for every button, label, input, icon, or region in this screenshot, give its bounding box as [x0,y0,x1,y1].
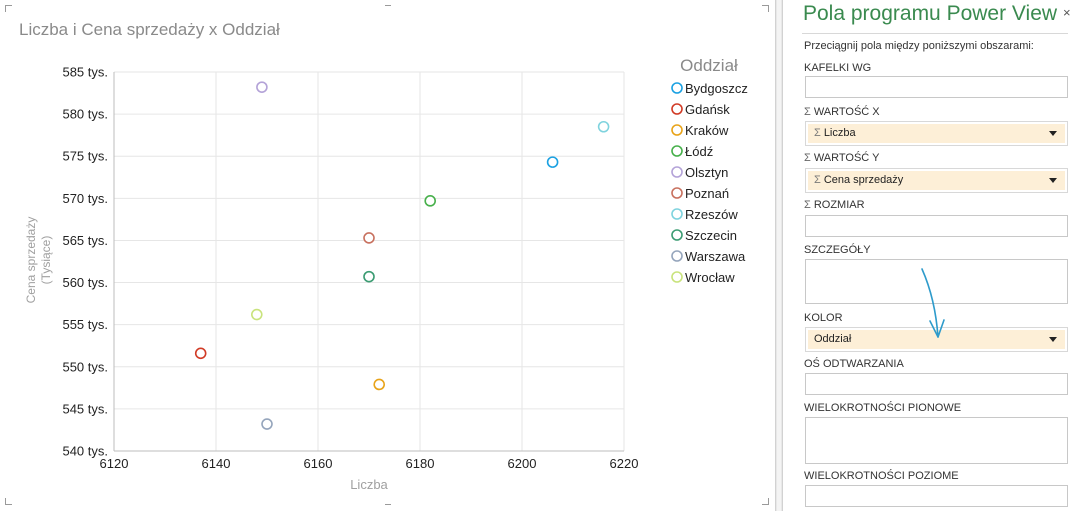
chevron-down-icon[interactable] [1049,337,1057,342]
tiles-by-label: KAFELKI WG [804,62,871,74]
legend-title: Oddział [680,56,738,75]
legend-marker [672,83,682,93]
horizontal-multiples-dropzone[interactable] [805,485,1068,507]
color-label: KOLOR [804,312,843,324]
details-label: SZCZEGÓŁY [804,244,871,256]
data-point[interactable] [374,379,384,389]
legend-marker [672,167,682,177]
data-point[interactable] [425,196,435,206]
data-point[interactable] [257,82,267,92]
close-icon[interactable]: × [1063,5,1071,20]
legend-item[interactable]: Wrocław [685,270,735,285]
y-value-label: Σ WARTOŚĆ Y [804,152,879,164]
power-view-fields-panel: Pola programu Power View × Przeciągnij p… [788,0,1075,511]
data-point[interactable] [364,233,374,243]
y-tick-label: 585 tys. [62,65,108,80]
vertical-multiples-label: WIELOKROTNOŚCI PIONOWE [804,402,961,414]
legend-marker [672,104,682,114]
play-axis-dropzone[interactable] [805,373,1068,395]
y-axis-label-unit: (Tysiące) [39,236,53,285]
y-tick-label: 545 tys. [62,401,108,416]
data-point[interactable] [262,419,272,429]
legend-item[interactable]: Rzeszów [685,207,738,222]
legend-item[interactable]: Łódź [685,144,713,159]
sigma-icon: Σ [804,106,811,118]
legend-item[interactable]: Kraków [685,123,729,138]
y-tick-label: 565 tys. [62,233,108,248]
data-point[interactable] [548,157,558,167]
legend-item[interactable]: Warszawa [685,249,746,264]
x-axis-label: Liczba [350,477,388,492]
legend-marker [672,125,682,135]
panel-title-divider [802,33,1068,34]
data-point[interactable] [196,348,206,358]
y-value-dropzone[interactable]: Σ Cena sprzedaży [805,168,1068,193]
chart-points [196,82,609,429]
x-tick-label: 6140 [202,456,231,471]
y-tick-label: 570 tys. [62,191,108,206]
legend-marker [672,188,682,198]
chart-canvas[interactable]: Liczba i Cena sprzedaży x Oddział 6120 61… [0,0,775,511]
chart-title: Liczba i Cena sprzedaży x Oddział [19,20,280,39]
y-axis-label: Cena sprzedaży [24,217,38,304]
legend-item[interactable]: Poznań [685,186,729,201]
chevron-down-icon[interactable] [1049,178,1057,183]
legend-marker [672,230,682,240]
legend-item[interactable]: Bydgoszcz [685,81,748,96]
y-tick-label: 550 tys. [62,359,108,374]
y-value-field-cena-sprzedazy[interactable]: Σ Cena sprzedaży [808,171,1065,190]
x-value-dropzone[interactable]: Σ Liczba [805,121,1068,146]
panel-title: Pola programu Power View [803,2,1057,26]
annotation-arrow-icon [908,265,968,345]
x-tick-label: 6200 [508,456,537,471]
legend-item[interactable]: Olsztyn [685,165,728,180]
horizontal-multiples-label: WIELOKROTNOŚCI POZIOME [804,470,959,482]
chart-gridlines [114,72,624,451]
vertical-multiples-dropzone[interactable] [805,417,1068,464]
data-point[interactable] [599,122,609,132]
legend-item[interactable]: Gdańsk [685,102,730,117]
play-axis-label: OŚ ODTWARZANIA [804,358,904,370]
legend-marker [672,209,682,219]
y-tick-label: 555 tys. [62,317,108,332]
x-tick-label: 6180 [406,456,435,471]
sigma-icon: Σ [804,152,811,164]
x-value-label: Σ WARTOŚĆ X [804,106,880,118]
legend-marker [672,272,682,282]
x-tick-label: 6220 [610,456,639,471]
splitter-grip[interactable] [777,0,781,511]
chart-legend: Bydgoszcz Gdańsk Kraków Łódź Olsztyn Poznań Rz… [672,81,748,285]
y-tick-label: 575 tys. [62,149,108,164]
sigma-icon: Σ [814,174,821,186]
data-point[interactable] [364,272,374,282]
x-tick-label: 6160 [304,456,333,471]
y-tick-label: 560 tys. [62,275,108,290]
size-label: Σ ROZMIAR [804,199,865,211]
y-tick-label: 540 tys. [62,444,108,459]
size-dropzone[interactable] [805,215,1068,237]
x-value-field-liczba[interactable]: Σ Liczba [808,124,1065,143]
sigma-icon: Σ [814,127,821,139]
data-point[interactable] [252,310,262,320]
panel-splitter[interactable] [775,0,783,511]
legend-item[interactable]: Szczecin [685,228,737,243]
sigma-icon: Σ [804,199,811,211]
legend-marker [672,146,682,156]
scatter-chart: Liczba i Cena sprzedaży x Oddział 6120 61… [0,0,775,511]
legend-marker [672,251,682,261]
chevron-down-icon[interactable] [1049,131,1057,136]
y-tick-label: 580 tys. [62,107,108,122]
tiles-by-dropzone[interactable] [805,76,1068,98]
panel-instruction: Przeciągnij pola między poniższymi obsza… [804,40,1034,52]
